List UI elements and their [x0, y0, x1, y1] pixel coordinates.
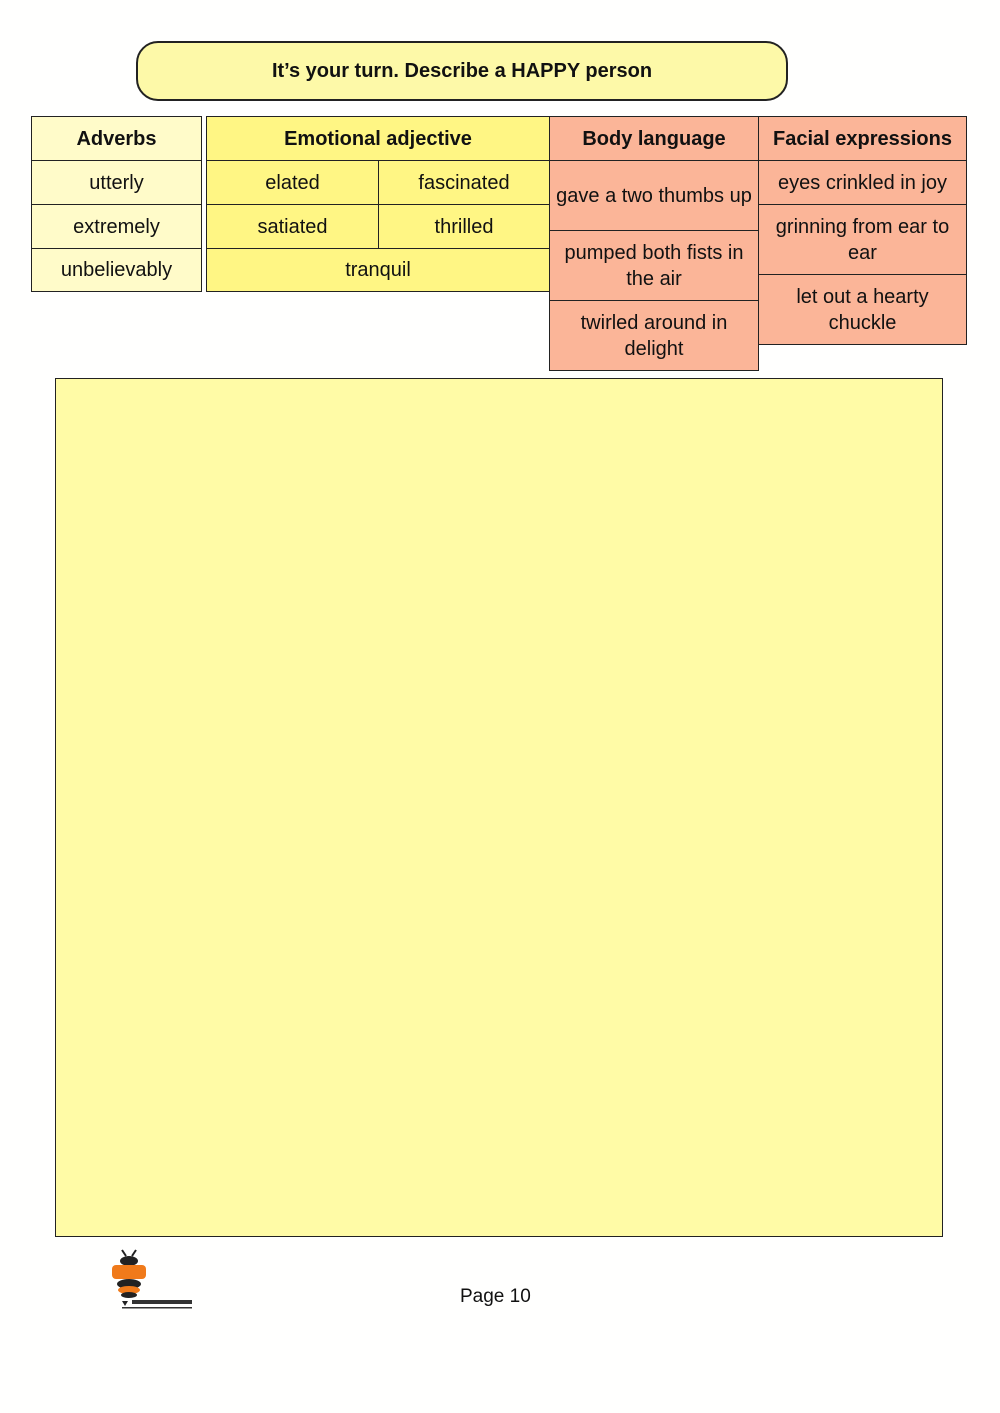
adjective-cell: thrilled [378, 204, 550, 249]
adjective-header: Emotional adjective [206, 116, 550, 161]
body-language-header: Body language [549, 116, 759, 161]
adjective-cell: satiated [206, 204, 379, 249]
facial-expressions-header: Facial expressions [758, 116, 967, 161]
adjective-cell: elated [206, 160, 379, 205]
adjective-cell: tranquil [206, 248, 550, 292]
adjective-cell: fascinated [378, 160, 550, 205]
writing-area[interactable] [55, 378, 943, 1237]
bee-logo-icon [112, 1249, 192, 1309]
body-language-cell: pumped both fists in the air [549, 230, 759, 301]
body-language-cell: twirled around in delight [549, 300, 759, 371]
facial-expression-cell: grinning from ear to ear [758, 204, 967, 275]
body-language-cell: gave a two thumbs up [549, 160, 759, 231]
page-title: It’s your turn. Describe a HAPPY person [136, 41, 788, 101]
adverb-cell: unbelievably [31, 248, 202, 292]
facial-expression-cell: eyes crinkled in joy [758, 160, 967, 205]
adverbs-header: Adverbs [31, 116, 202, 161]
facial-expression-cell: let out a hearty chuckle [758, 274, 967, 345]
page-number: Page 10 [460, 1286, 531, 1307]
adverb-cell: extremely [31, 204, 202, 249]
adverb-cell: utterly [31, 160, 202, 205]
